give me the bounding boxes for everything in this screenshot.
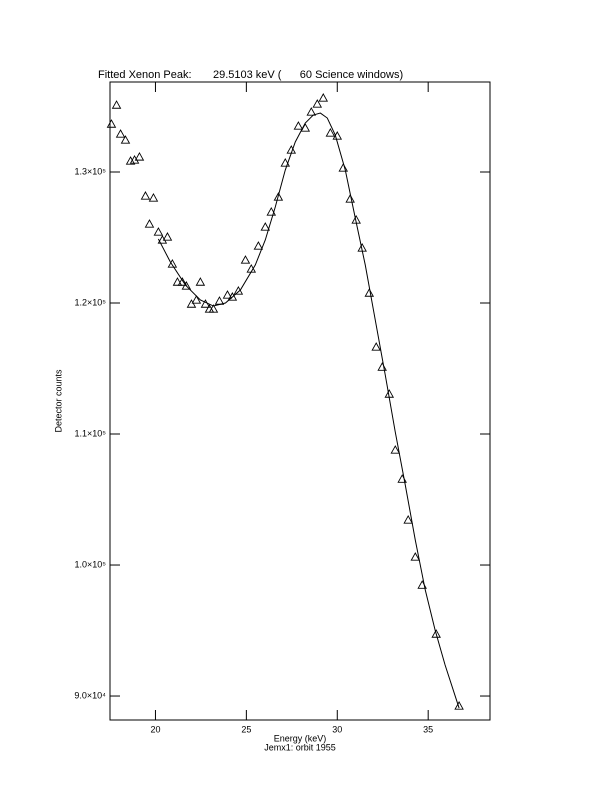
data-point	[306, 107, 317, 116]
y-tick-label: 1.3×10⁵	[74, 166, 106, 176]
x-tick-label: 20	[150, 724, 160, 734]
data-point	[115, 129, 126, 138]
plot-frame	[109, 81, 491, 721]
data-point	[266, 207, 277, 216]
data-point	[403, 515, 413, 524]
data-point	[273, 192, 284, 201]
data-point	[162, 232, 173, 241]
x-axis-label: Energy (keV)	[274, 733, 327, 743]
data-point	[140, 191, 151, 200]
data-point	[120, 135, 131, 144]
data-point	[177, 277, 188, 286]
data-point	[144, 219, 155, 228]
y-tick-label: 1.0×10⁵	[74, 559, 106, 569]
x-tick-label: 25	[241, 724, 251, 734]
data-point	[364, 288, 375, 297]
data-point	[260, 222, 271, 231]
data-point	[186, 299, 197, 308]
data-point	[172, 277, 183, 286]
data-point	[240, 255, 251, 264]
data-point	[191, 295, 202, 304]
data-point	[222, 290, 233, 299]
data-point	[208, 304, 219, 313]
data-point	[345, 194, 355, 203]
data-point	[106, 119, 117, 128]
x-tick-label: 35	[423, 724, 433, 734]
data-point	[111, 100, 122, 109]
data-point	[431, 629, 441, 638]
data-point	[125, 156, 136, 165]
data-point	[129, 155, 140, 164]
data-point	[318, 93, 329, 102]
chart-title: Fitted Xenon Peak: 29.5103 keV ( 60 Scie…	[98, 69, 403, 81]
y-axis-label: Detector counts	[53, 369, 63, 433]
fit-line	[157, 112, 460, 709]
data-point	[153, 227, 164, 236]
y-tick-label: 1.1×10⁵	[74, 428, 106, 438]
data-point	[293, 121, 304, 130]
data-point	[325, 128, 336, 137]
data-point	[181, 281, 192, 290]
data-point	[195, 277, 206, 286]
data-point	[134, 152, 145, 161]
data-point	[371, 342, 381, 351]
data-point	[157, 235, 168, 244]
data-point	[312, 99, 323, 108]
subtitle: Jemx1: orbit 1955	[264, 742, 336, 752]
data-point	[148, 193, 159, 202]
y-tick-label: 9.0×10⁴	[74, 690, 106, 700]
data-point	[280, 158, 291, 167]
x-tick-label: 30	[332, 724, 342, 734]
data-point	[410, 552, 421, 561]
data-point	[167, 259, 178, 268]
y-tick-label: 1.2×10⁵	[74, 297, 106, 307]
data-point	[338, 163, 349, 172]
data-point	[454, 701, 464, 710]
data-point	[227, 292, 238, 301]
data-point	[390, 445, 401, 454]
data-point	[253, 241, 264, 250]
